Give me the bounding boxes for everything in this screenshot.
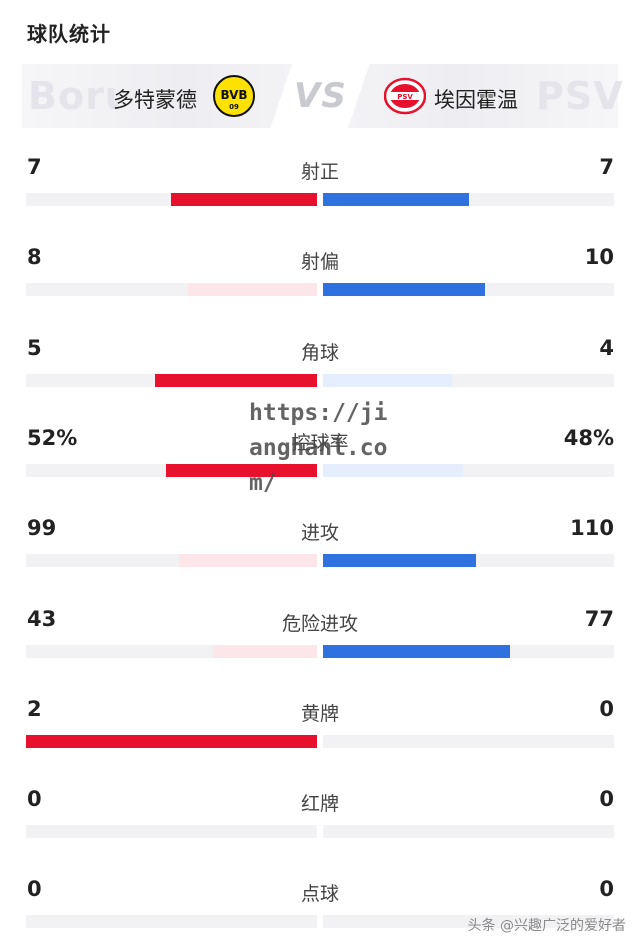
stat-label: 射正 bbox=[300, 161, 339, 183]
bvb-logo-text: BVB bbox=[220, 88, 247, 102]
away-bar-track bbox=[323, 464, 614, 477]
home-stat-bar bbox=[171, 193, 317, 206]
home-bar-track bbox=[26, 374, 317, 387]
home-stat-value: 43 bbox=[27, 607, 57, 631]
away-team-name[interactable]: 埃因霍温 bbox=[434, 88, 518, 112]
stat-row: 99 进攻 110 bbox=[0, 516, 640, 586]
stat-row: 7 射正 7 bbox=[0, 155, 640, 225]
home-stat-bar bbox=[179, 554, 317, 567]
away-bar-track bbox=[323, 283, 614, 296]
home-stat-value: 99 bbox=[27, 516, 57, 540]
home-stat-value: 7 bbox=[27, 155, 42, 179]
stat-row: 2 黄牌 0 bbox=[0, 697, 640, 767]
away-stat-value: 110 bbox=[570, 516, 614, 540]
home-bar-track bbox=[26, 464, 317, 477]
stat-label: 进攻 bbox=[300, 522, 339, 544]
stat-row: 0 点球 0 bbox=[0, 877, 640, 947]
home-bar-track bbox=[26, 735, 317, 748]
home-stat-value: 52% bbox=[27, 426, 78, 450]
home-stat-value: 8 bbox=[27, 245, 42, 269]
stat-label: 红牌 bbox=[300, 793, 339, 815]
away-bar-track bbox=[323, 554, 614, 567]
stat-label: 点球 bbox=[300, 883, 339, 905]
bvb-logo-icon: BVB 09 bbox=[213, 75, 255, 117]
stat-row: 43 危险进攻 77 bbox=[0, 607, 640, 677]
page-title: 球队统计 bbox=[27, 22, 111, 46]
home-team-name[interactable]: 多特蒙德 bbox=[113, 88, 197, 112]
away-stat-bar bbox=[323, 283, 485, 296]
stat-label: 射偏 bbox=[300, 251, 339, 273]
stat-row: 0 红牌 0 bbox=[0, 787, 640, 857]
home-ghost-text: Boru bbox=[28, 74, 118, 118]
home-stat-bar bbox=[188, 283, 317, 296]
away-bar-track bbox=[323, 193, 614, 206]
away-stat-value: 0 bbox=[599, 877, 614, 901]
psv-logo-icon: PSV bbox=[383, 77, 427, 115]
stat-label: 危险进攻 bbox=[281, 613, 358, 635]
stat-label: 黄牌 bbox=[300, 703, 339, 725]
away-stat-bar bbox=[323, 193, 469, 206]
away-stat-bar bbox=[323, 374, 452, 387]
home-stat-bar bbox=[155, 374, 317, 387]
home-stat-bar bbox=[26, 735, 317, 748]
away-stat-value: 0 bbox=[599, 697, 614, 721]
home-stat-value: 0 bbox=[27, 877, 42, 901]
away-stat-value: 48% bbox=[563, 426, 614, 450]
stat-row: 8 射偏 10 bbox=[0, 245, 640, 315]
home-bar-track bbox=[26, 283, 317, 296]
away-stat-bar bbox=[323, 554, 476, 567]
stat-row: 5 角球 4 bbox=[0, 336, 640, 406]
away-bar-track bbox=[323, 645, 614, 658]
away-bar-track bbox=[323, 735, 614, 748]
home-bar-track bbox=[26, 193, 317, 206]
away-bar-track bbox=[323, 825, 614, 838]
vs-text: VS bbox=[294, 76, 347, 116]
psv-logo-text: PSV bbox=[397, 93, 413, 101]
away-ghost-text: PSV bbox=[536, 74, 624, 118]
stat-label: 角球 bbox=[300, 342, 339, 364]
stat-label: 控球率 bbox=[291, 432, 349, 454]
away-bar-track bbox=[323, 915, 614, 928]
stat-row: 52% 控球率 48% bbox=[0, 426, 640, 496]
away-bar-track bbox=[323, 374, 614, 387]
home-stat-value: 5 bbox=[27, 336, 42, 360]
away-stat-value: 10 bbox=[584, 245, 614, 269]
away-stat-value: 7 bbox=[599, 155, 614, 179]
home-stat-bar bbox=[213, 645, 317, 658]
home-stat-value: 0 bbox=[27, 787, 42, 811]
home-bar-track bbox=[26, 645, 317, 658]
home-stat-bar bbox=[166, 464, 317, 477]
credit-text: 头条 @兴趣广泛的爱好者 bbox=[467, 918, 626, 934]
away-stat-bar bbox=[323, 645, 510, 658]
away-stat-bar bbox=[323, 464, 463, 477]
home-bar-track bbox=[26, 825, 317, 838]
home-bar-track bbox=[26, 554, 317, 567]
bvb-logo-sub: 09 bbox=[229, 103, 239, 111]
watermark-url: https://ji anghanl.co m/ bbox=[249, 400, 388, 496]
home-bar-track bbox=[26, 915, 317, 928]
away-stat-value: 0 bbox=[599, 787, 614, 811]
away-stat-value: 77 bbox=[584, 607, 614, 631]
away-stat-value: 4 bbox=[599, 336, 614, 360]
match-header: Boru PSV 多特蒙德 BVB 09 VS PSV 埃因霍温 bbox=[0, 60, 640, 132]
home-stat-value: 2 bbox=[27, 697, 42, 721]
